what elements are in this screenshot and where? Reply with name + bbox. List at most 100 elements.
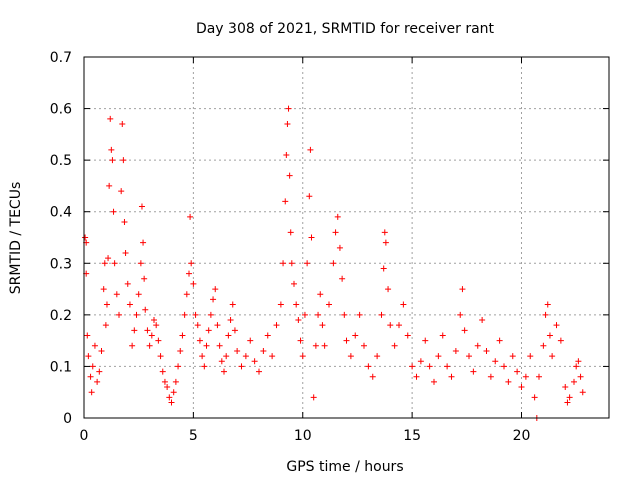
grid-layer bbox=[84, 57, 609, 418]
data-point bbox=[251, 358, 258, 365]
data-point bbox=[356, 311, 363, 318]
data-point bbox=[116, 311, 122, 318]
data-point bbox=[282, 198, 289, 205]
x-axis-label: GPS time / hours bbox=[286, 459, 403, 475]
data-point bbox=[227, 317, 234, 324]
data-point bbox=[192, 311, 199, 318]
data-point bbox=[264, 332, 271, 339]
data-point bbox=[457, 311, 464, 318]
data-point bbox=[380, 265, 387, 272]
data-point bbox=[577, 373, 584, 380]
data-point bbox=[562, 384, 569, 391]
data-point bbox=[505, 378, 512, 385]
data-point bbox=[101, 260, 108, 267]
data-point bbox=[170, 389, 177, 396]
data-point bbox=[391, 342, 398, 349]
data-point bbox=[546, 332, 553, 339]
data-point bbox=[564, 399, 571, 406]
data-point bbox=[378, 311, 385, 318]
data-point bbox=[422, 337, 429, 344]
data-point bbox=[118, 188, 125, 195]
data-point bbox=[85, 353, 92, 360]
axes-layer: 0 5 10 15 20 0 0.1 0.2 0.3 0.4 0.5 0.6 0.7 bbox=[50, 50, 610, 444]
data-point bbox=[293, 301, 300, 308]
data-point bbox=[175, 363, 182, 370]
data-point bbox=[336, 244, 343, 251]
data-point bbox=[466, 353, 472, 360]
data-point bbox=[452, 347, 459, 354]
data-point bbox=[137, 260, 144, 267]
data-point bbox=[557, 337, 564, 344]
data-point bbox=[196, 337, 203, 344]
data-point bbox=[113, 291, 120, 298]
data-point bbox=[247, 337, 254, 344]
data-point bbox=[256, 368, 262, 375]
y-tick-label: 0.3 bbox=[50, 256, 72, 272]
data-point bbox=[501, 363, 507, 370]
data-point bbox=[188, 260, 195, 267]
data-point bbox=[280, 260, 287, 267]
data-point bbox=[288, 260, 295, 267]
data-point bbox=[474, 342, 481, 349]
data-point bbox=[319, 322, 326, 329]
data-point bbox=[431, 378, 437, 385]
data-point bbox=[140, 239, 147, 246]
y-axis-label: SRMTID / TECUs bbox=[8, 182, 24, 295]
data-point bbox=[100, 286, 107, 293]
data-point bbox=[186, 270, 192, 277]
data-point bbox=[108, 146, 115, 153]
data-point bbox=[579, 389, 586, 396]
data-point bbox=[297, 337, 304, 344]
data-point bbox=[159, 368, 166, 375]
data-point bbox=[214, 322, 221, 329]
data-point bbox=[514, 368, 521, 375]
data-point bbox=[199, 353, 206, 360]
data-point bbox=[187, 213, 194, 220]
y-tick-label: 0.6 bbox=[50, 102, 72, 118]
x-tick-label: 0 bbox=[80, 428, 89, 444]
data-point bbox=[234, 347, 241, 354]
data-point bbox=[82, 234, 89, 241]
data-point bbox=[369, 373, 376, 380]
data-point bbox=[153, 322, 160, 329]
data-point bbox=[347, 353, 354, 360]
data-point bbox=[269, 353, 276, 360]
data-point bbox=[492, 358, 499, 365]
data-point bbox=[330, 260, 337, 267]
data-point bbox=[343, 337, 350, 344]
data-point bbox=[365, 363, 372, 370]
data-point bbox=[229, 301, 236, 308]
data-point bbox=[409, 363, 416, 370]
data-point bbox=[470, 368, 477, 375]
data-point bbox=[87, 373, 94, 380]
data-point bbox=[242, 353, 249, 360]
data-point bbox=[317, 291, 324, 298]
data-point bbox=[295, 317, 302, 324]
data-point bbox=[321, 342, 328, 349]
data-point bbox=[339, 275, 346, 282]
y-tick-label: 0.2 bbox=[50, 308, 72, 324]
data-point bbox=[553, 322, 560, 329]
data-point bbox=[306, 193, 313, 200]
data-point bbox=[540, 342, 547, 349]
data-point bbox=[142, 306, 149, 313]
data-point bbox=[444, 363, 451, 370]
data-point bbox=[126, 301, 133, 308]
data-point bbox=[238, 363, 245, 370]
data-point bbox=[105, 255, 112, 262]
data-point bbox=[179, 332, 186, 339]
data-point bbox=[536, 373, 542, 380]
data-point bbox=[260, 347, 267, 354]
data-point bbox=[131, 327, 138, 334]
data-point bbox=[148, 332, 155, 339]
data-point bbox=[448, 373, 455, 380]
data-point bbox=[181, 311, 188, 318]
data-point bbox=[161, 378, 168, 385]
data-point bbox=[146, 342, 153, 349]
data-point bbox=[216, 342, 223, 349]
data-point bbox=[91, 342, 98, 349]
data-point bbox=[168, 399, 175, 406]
x-tick-label: 20 bbox=[513, 428, 531, 444]
data-point bbox=[223, 353, 230, 360]
data-point bbox=[396, 322, 402, 329]
